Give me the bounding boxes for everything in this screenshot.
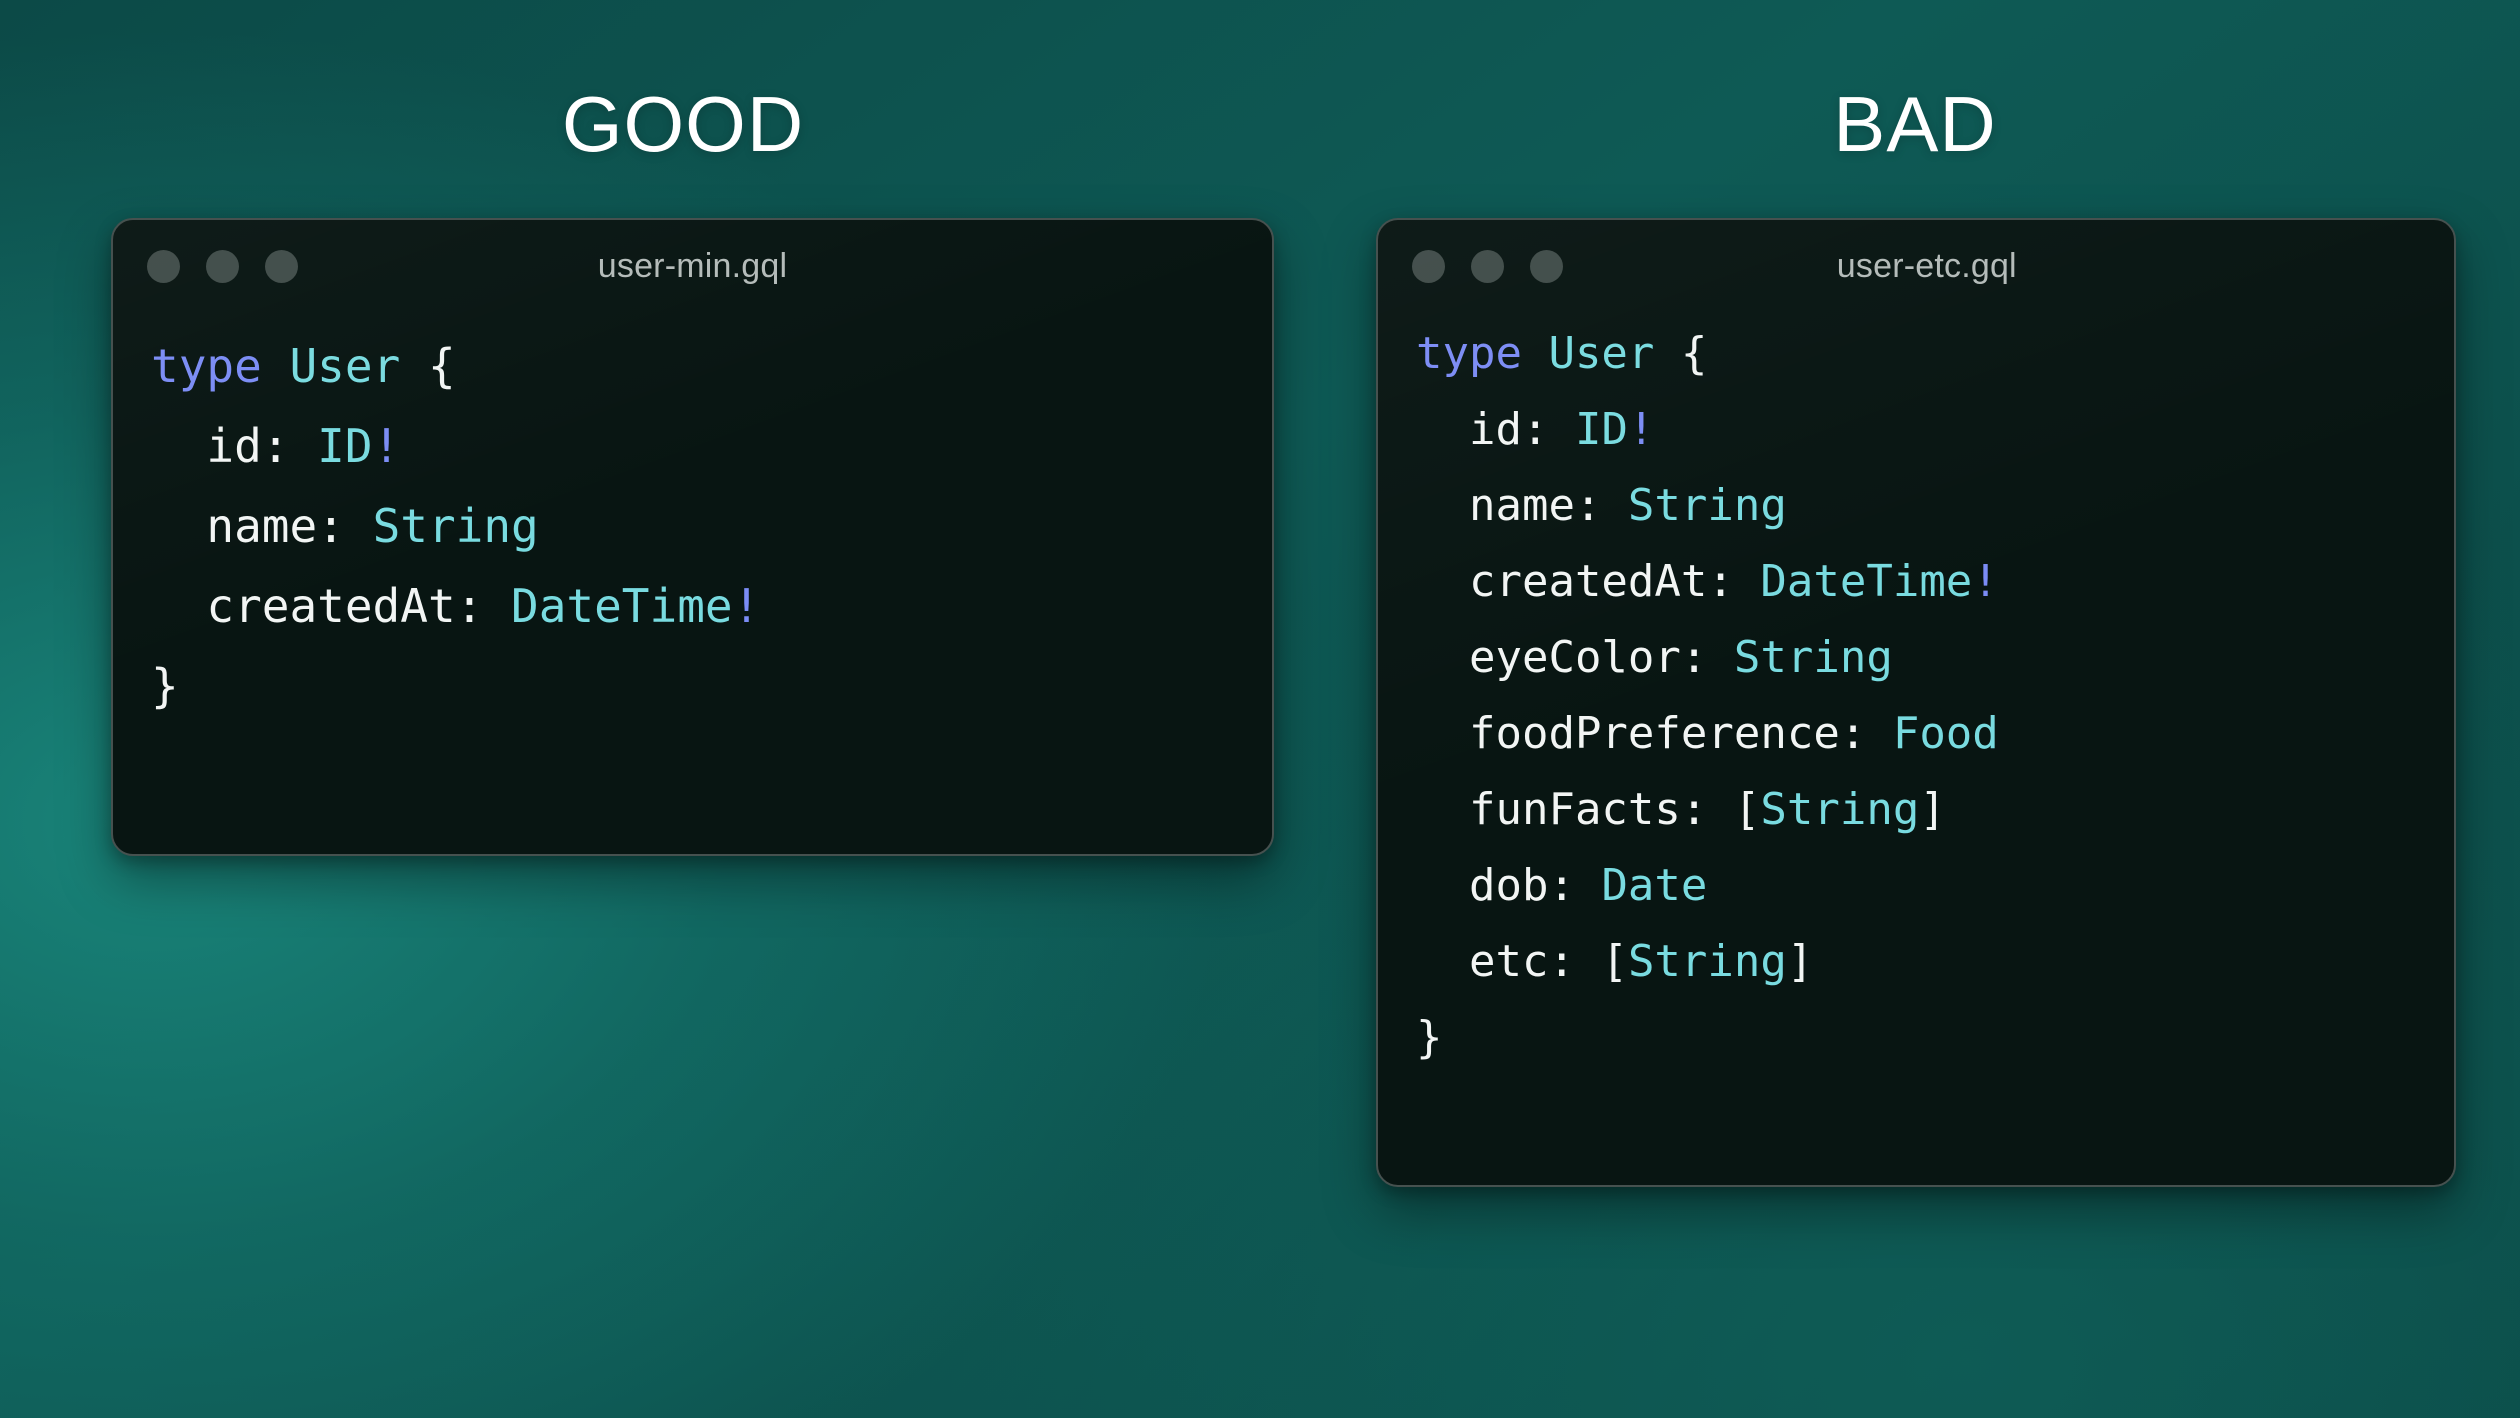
code-token: } [151, 659, 179, 713]
code-token: createdAt: [1416, 556, 1761, 607]
code-token: { [427, 339, 456, 393]
column-heading-good: GOOD [561, 80, 805, 168]
code-token: ] [1919, 784, 1946, 835]
code-token: ! [372, 419, 401, 473]
code-token: { [1680, 328, 1708, 379]
close-dot-icon[interactable] [1412, 249, 1445, 283]
code-token: ] [1786, 936, 1814, 987]
code-line: createdAt: DateTime! [151, 566, 1234, 646]
code-token: String [1627, 936, 1787, 987]
code-token: id: [1416, 404, 1575, 455]
code-window-bad: user-etc.gql type User { id: ID! name: S… [1376, 218, 2456, 1187]
code-token: DateTime [511, 579, 733, 633]
code-token: name: [151, 499, 373, 553]
code-token: foodPreference: [1416, 708, 1893, 759]
code-token: ID [1574, 404, 1628, 455]
code-token: ! [1627, 404, 1655, 455]
code-token: type [151, 339, 290, 393]
code-window-good: user-min.gql type User { id: ID! name: S… [111, 218, 1274, 856]
code-line: } [151, 646, 1234, 726]
code-token: ! [732, 579, 761, 633]
code-token: etc: [1416, 936, 1602, 987]
code-line: id: ID! [1416, 392, 2416, 468]
code-token: User [1548, 328, 1681, 379]
code-line: createdAt: DateTime! [1416, 544, 2416, 620]
column-heading-bad: BAD [1833, 80, 1997, 168]
code-line: id: ID! [151, 406, 1234, 486]
code-token: eyeColor: [1416, 632, 1734, 683]
window-filename: user-etc.gql [1836, 246, 2017, 285]
code-line: etc: [String] [1416, 924, 2416, 1000]
code-line: funFacts: [String] [1416, 772, 2416, 848]
code-token: String [1733, 632, 1893, 683]
code-token: [ [1733, 784, 1761, 835]
code-block-bad: type User { id: ID! name: String created… [1378, 312, 2454, 1076]
code-token: ! [1972, 556, 1999, 607]
traffic-light-dots [147, 249, 298, 283]
window-titlebar: user-min.gql [113, 220, 1272, 312]
code-line: name: String [1416, 468, 2416, 544]
code-token: ID [317, 419, 373, 473]
window-filename: user-min.gql [597, 246, 788, 285]
code-token: } [1416, 1012, 1443, 1063]
code-line: type User { [1416, 316, 2416, 392]
code-token: Food [1892, 708, 1999, 759]
traffic-light-dots [1412, 249, 1563, 283]
close-dot-icon[interactable] [147, 249, 180, 283]
maximize-dot-icon[interactable] [1530, 249, 1563, 283]
code-token: name: [1416, 480, 1628, 531]
code-line: } [1416, 1000, 2416, 1076]
window-titlebar: user-etc.gql [1378, 220, 2454, 312]
code-token: dob: [1416, 860, 1602, 911]
code-line: type User { [151, 326, 1234, 406]
maximize-dot-icon[interactable] [265, 249, 298, 283]
code-token: funFacts: [1416, 784, 1734, 835]
code-line: name: String [151, 486, 1234, 566]
code-token: String [1627, 480, 1787, 531]
code-line: dob: Date [1416, 848, 2416, 924]
minimize-dot-icon[interactable] [1471, 249, 1504, 283]
code-line: eyeColor: String [1416, 620, 2416, 696]
code-token: String [372, 499, 539, 553]
code-token: [ [1601, 936, 1628, 987]
code-token: type [1416, 328, 1549, 379]
code-token: DateTime [1760, 556, 1973, 607]
code-token: id: [151, 419, 318, 473]
minimize-dot-icon[interactable] [206, 249, 239, 283]
code-token: Date [1601, 860, 1708, 911]
code-block-good: type User { id: ID! name: String created… [113, 312, 1272, 726]
code-token: User [289, 339, 428, 393]
code-token: createdAt: [151, 579, 512, 633]
code-token: String [1760, 784, 1920, 835]
code-line: foodPreference: Food [1416, 696, 2416, 772]
